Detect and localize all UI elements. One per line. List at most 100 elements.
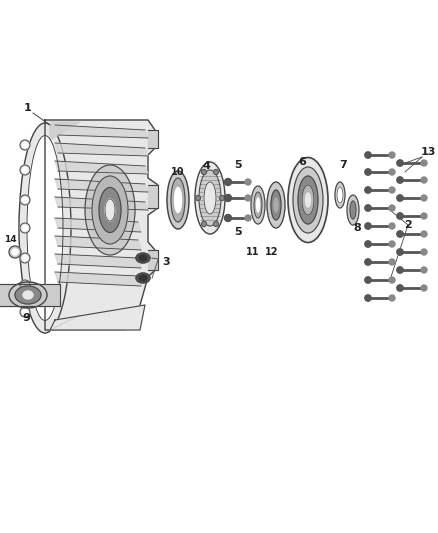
Ellipse shape <box>347 195 359 225</box>
Ellipse shape <box>92 176 128 244</box>
Polygon shape <box>55 161 148 174</box>
Circle shape <box>389 277 395 283</box>
Circle shape <box>397 267 403 273</box>
Text: 4: 4 <box>202 161 210 171</box>
Ellipse shape <box>136 253 150 263</box>
Text: 6: 6 <box>298 157 306 167</box>
Circle shape <box>421 160 427 166</box>
Text: 12: 12 <box>265 247 279 257</box>
Ellipse shape <box>271 190 281 220</box>
Polygon shape <box>50 305 145 330</box>
Ellipse shape <box>257 198 259 212</box>
Circle shape <box>225 214 232 222</box>
Circle shape <box>219 196 225 200</box>
Circle shape <box>9 246 21 258</box>
Circle shape <box>201 222 206 227</box>
Circle shape <box>20 223 30 233</box>
Circle shape <box>22 309 28 315</box>
Circle shape <box>397 285 403 291</box>
Ellipse shape <box>15 286 41 304</box>
Text: 8: 8 <box>353 223 361 233</box>
Ellipse shape <box>195 162 225 234</box>
Text: 5: 5 <box>234 160 242 170</box>
Circle shape <box>20 253 30 263</box>
Ellipse shape <box>174 188 181 213</box>
Ellipse shape <box>105 199 115 221</box>
Ellipse shape <box>305 193 311 207</box>
Ellipse shape <box>251 186 265 224</box>
Ellipse shape <box>298 176 318 224</box>
Ellipse shape <box>288 157 328 243</box>
Polygon shape <box>148 185 158 208</box>
Circle shape <box>421 213 427 219</box>
Circle shape <box>20 280 30 290</box>
Polygon shape <box>50 315 80 330</box>
Text: 9: 9 <box>22 313 30 323</box>
Text: 11: 11 <box>246 247 260 257</box>
Polygon shape <box>45 120 158 330</box>
Polygon shape <box>55 254 141 268</box>
Circle shape <box>365 169 371 175</box>
Circle shape <box>389 223 395 229</box>
Ellipse shape <box>167 171 189 229</box>
Circle shape <box>201 169 206 174</box>
Polygon shape <box>50 122 80 140</box>
Circle shape <box>22 282 28 288</box>
Circle shape <box>365 241 371 247</box>
Ellipse shape <box>204 182 216 214</box>
Circle shape <box>245 215 251 221</box>
Polygon shape <box>55 179 148 192</box>
Circle shape <box>20 165 30 175</box>
Polygon shape <box>0 284 60 306</box>
Ellipse shape <box>9 282 47 308</box>
Text: 7: 7 <box>339 160 347 170</box>
Circle shape <box>397 177 403 183</box>
Circle shape <box>20 195 30 205</box>
Circle shape <box>213 169 219 174</box>
Ellipse shape <box>302 185 314 215</box>
Circle shape <box>365 205 371 211</box>
Ellipse shape <box>139 275 147 281</box>
Circle shape <box>22 225 28 231</box>
Text: 2: 2 <box>404 220 412 230</box>
Circle shape <box>421 177 427 183</box>
Circle shape <box>22 197 28 203</box>
Ellipse shape <box>23 291 33 299</box>
Ellipse shape <box>267 182 285 228</box>
Circle shape <box>389 187 395 193</box>
Circle shape <box>421 195 427 201</box>
Polygon shape <box>148 130 158 148</box>
Ellipse shape <box>139 255 147 261</box>
Circle shape <box>397 195 403 201</box>
Circle shape <box>421 249 427 255</box>
Circle shape <box>397 231 403 237</box>
Circle shape <box>20 307 30 317</box>
Text: 10: 10 <box>171 167 185 177</box>
Polygon shape <box>148 250 158 270</box>
Text: 14: 14 <box>4 236 16 245</box>
Ellipse shape <box>337 187 343 203</box>
Circle shape <box>20 140 30 150</box>
Polygon shape <box>55 272 141 286</box>
Circle shape <box>421 231 427 237</box>
Circle shape <box>389 241 395 247</box>
Text: 3: 3 <box>162 257 170 267</box>
Circle shape <box>225 179 232 185</box>
Circle shape <box>365 295 371 301</box>
Circle shape <box>225 195 232 201</box>
Polygon shape <box>55 197 148 210</box>
Circle shape <box>365 152 371 158</box>
Ellipse shape <box>85 165 135 255</box>
Text: 13: 13 <box>420 147 436 157</box>
Circle shape <box>389 152 395 158</box>
Circle shape <box>365 259 371 265</box>
Text: 1: 1 <box>24 103 32 113</box>
Ellipse shape <box>274 198 278 212</box>
Circle shape <box>365 223 371 229</box>
Ellipse shape <box>99 188 121 232</box>
Ellipse shape <box>199 170 221 226</box>
Polygon shape <box>55 236 141 250</box>
Circle shape <box>245 195 251 201</box>
Circle shape <box>365 277 371 283</box>
Polygon shape <box>55 218 141 232</box>
